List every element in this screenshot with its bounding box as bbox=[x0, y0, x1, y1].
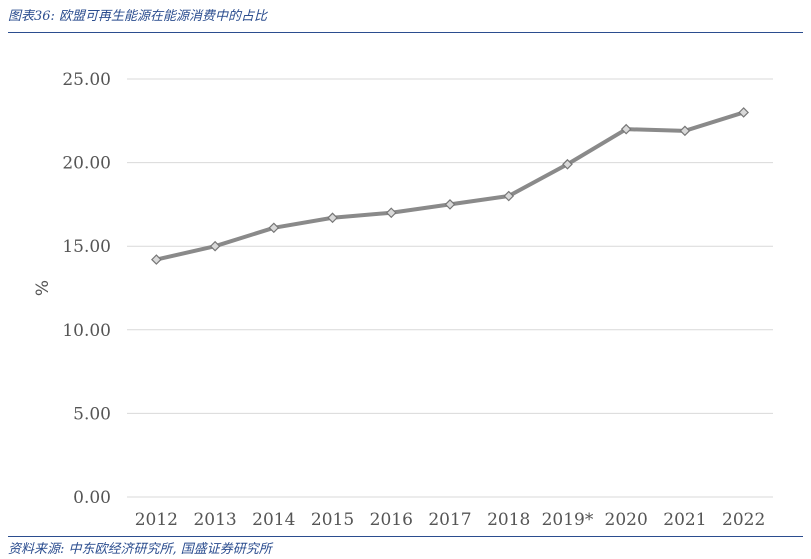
y-tick-label: 10.00 bbox=[62, 321, 111, 341]
x-axis-ticks: 2012 2013 2014 2015 2016 2017 2018 2019* 2020 202… bbox=[135, 510, 766, 530]
data-point-marker bbox=[385, 207, 397, 219]
y-tick-label: 15.00 bbox=[62, 237, 111, 257]
x-tick-label: 2021 bbox=[663, 510, 706, 530]
x-tick-label: 2019* bbox=[542, 510, 594, 530]
x-tick-label: 2013 bbox=[193, 510, 236, 530]
x-tick-label: 2022 bbox=[722, 510, 765, 530]
x-tick-label: 2015 bbox=[311, 510, 354, 530]
figure-title: 图表36: 欧盟可再生能源在能源消费中的占比 bbox=[8, 9, 268, 24]
y-tick-label: 0.00 bbox=[73, 488, 111, 508]
x-tick-label: 2012 bbox=[135, 510, 178, 530]
data-point-marker bbox=[503, 190, 515, 202]
y-tick-label: 20.00 bbox=[62, 154, 111, 174]
data-point-marker bbox=[444, 199, 456, 210]
data-point-marker bbox=[738, 107, 749, 118]
series-group bbox=[151, 107, 749, 265]
source-note: 资料来源: 中东欧经济研究所, 国盛证券研究所 bbox=[8, 542, 272, 557]
x-tick-label: 2014 bbox=[252, 510, 295, 530]
x-tick-label: 2018 bbox=[487, 510, 530, 530]
title-divider bbox=[8, 32, 803, 33]
gridlines bbox=[127, 78, 773, 498]
source-divider bbox=[8, 536, 803, 537]
y-axis-ticks: 0.00 5.00 10.00 15.00 20.00 25.00 bbox=[62, 70, 111, 508]
data-point-marker bbox=[151, 254, 162, 265]
data-point-marker bbox=[679, 125, 691, 137]
y-tick-label: 5.00 bbox=[73, 404, 111, 424]
data-point-marker bbox=[209, 240, 221, 252]
x-tick-label: 2016 bbox=[370, 510, 413, 530]
data-point-marker bbox=[327, 212, 338, 224]
series-line bbox=[155, 110, 745, 262]
data-point-marker bbox=[562, 158, 573, 170]
x-tick-label: 2020 bbox=[605, 510, 648, 530]
x-tick-label: 2017 bbox=[428, 510, 471, 530]
data-point-marker bbox=[620, 123, 632, 135]
data-point-marker bbox=[268, 222, 280, 234]
y-tick-label: 25.00 bbox=[62, 70, 111, 90]
y-axis-label: % bbox=[33, 280, 53, 296]
